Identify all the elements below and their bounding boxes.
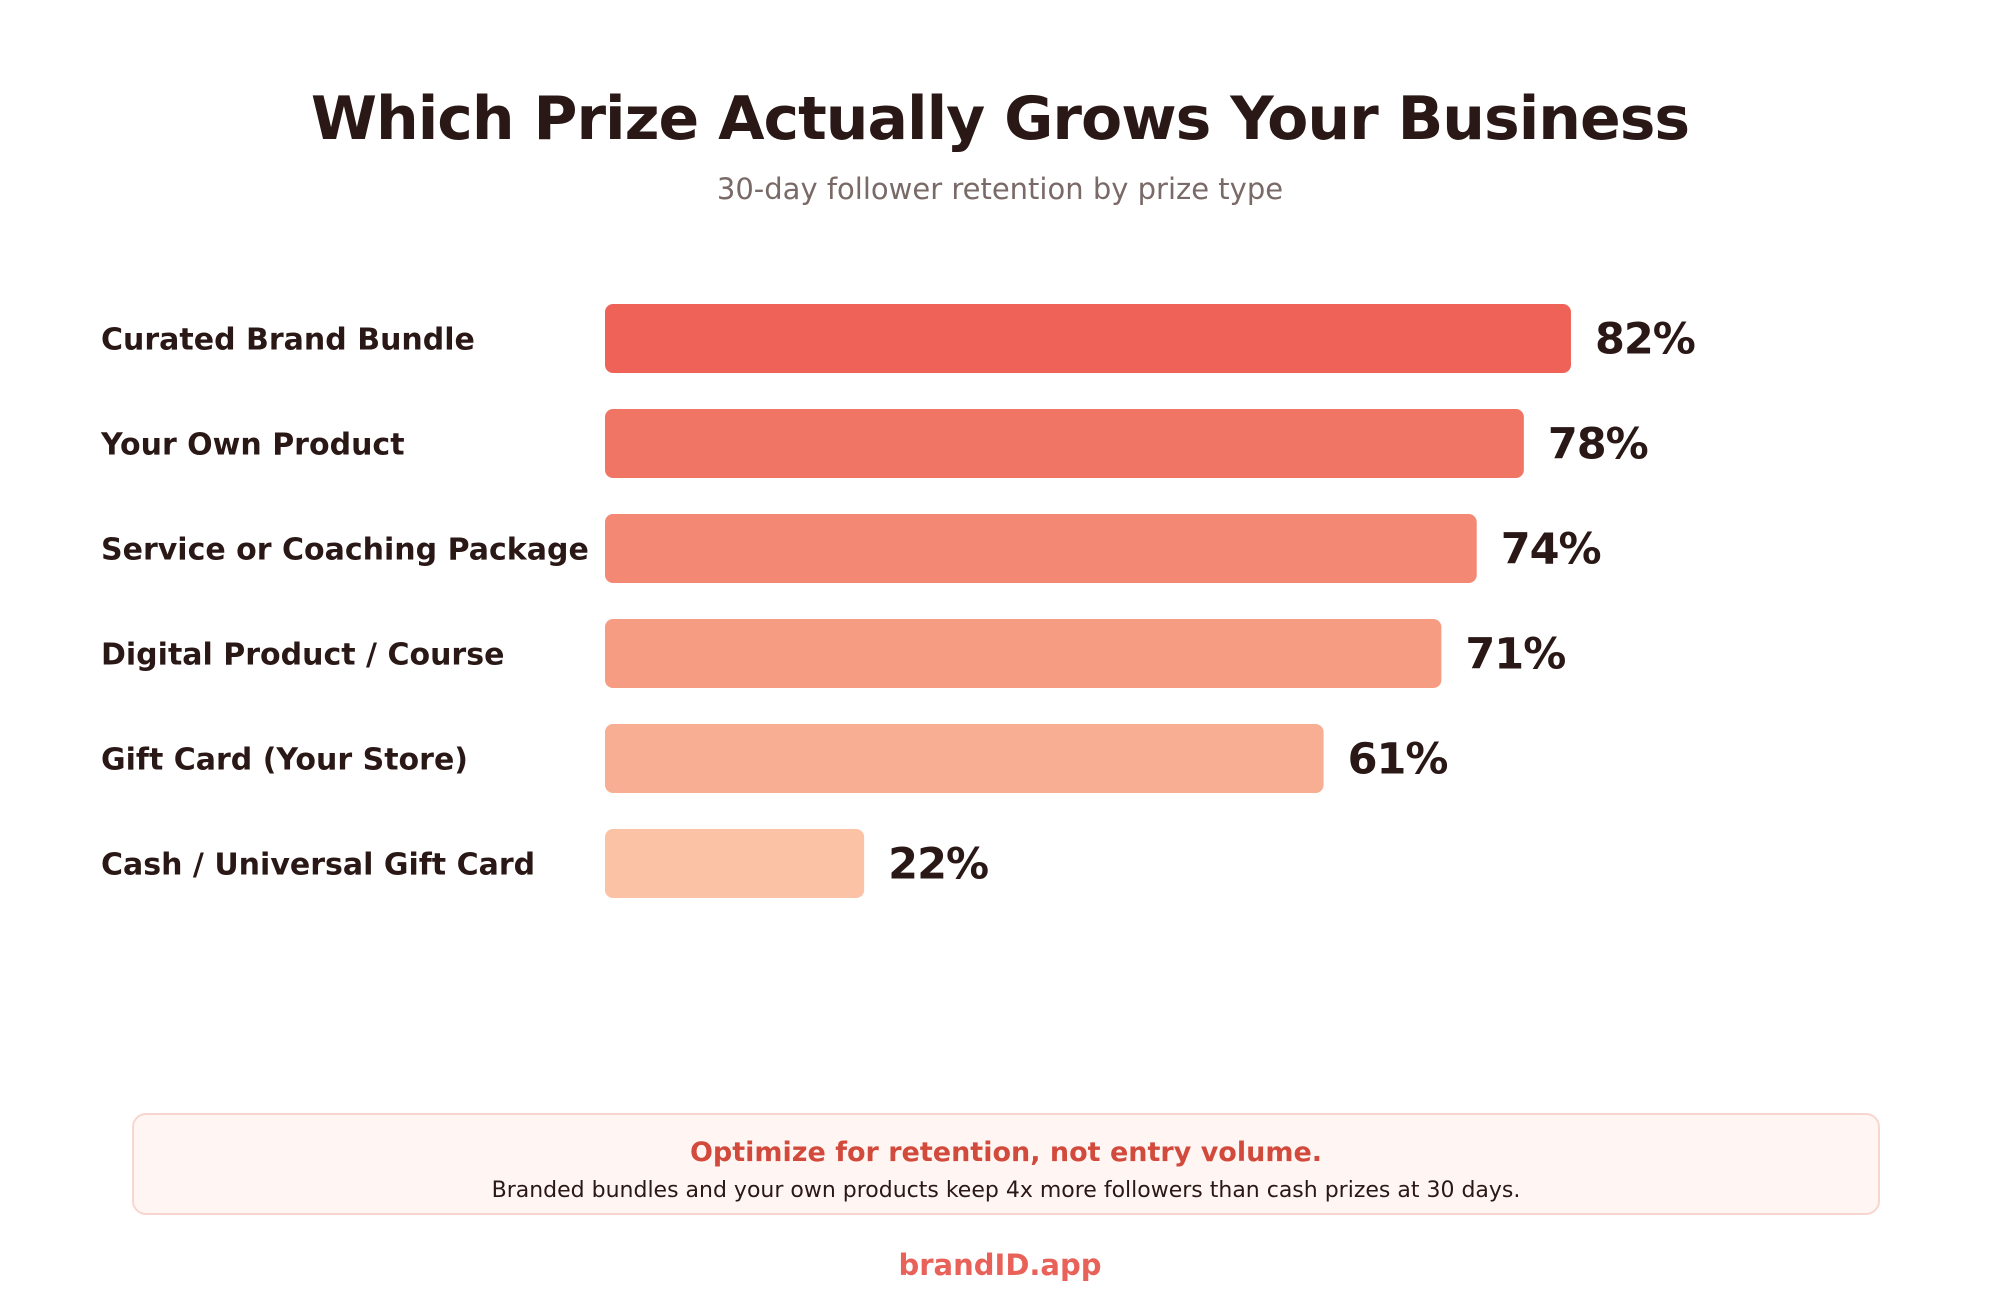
callout-headline: Optimize for retention, not entry volume… xyxy=(689,1137,1323,1168)
value-label: 61% xyxy=(1348,735,1448,785)
bar xyxy=(605,619,1442,688)
chart-subtitle: 30-day follower retention by prize type xyxy=(716,172,1284,206)
category-label: Cash / Universal Gift Card xyxy=(101,848,535,883)
bar xyxy=(605,829,865,898)
category-label: Digital Product / Course xyxy=(101,638,504,673)
chart-title: Which Prize Actually Grows Your Business xyxy=(310,84,1690,154)
value-label: 78% xyxy=(1548,420,1648,470)
value-label: 22% xyxy=(888,840,988,890)
category-label: Gift Card (Your Store) xyxy=(101,743,468,778)
value-label: 71% xyxy=(1465,630,1565,680)
bar xyxy=(605,724,1324,793)
category-label: Your Own Product xyxy=(100,428,405,463)
retention-callout: Optimize for retention, not entry volume… xyxy=(132,1113,1880,1215)
category-label: Service or Coaching Package xyxy=(101,533,589,568)
brand-footer-link[interactable]: brandID.app xyxy=(898,1248,1102,1282)
value-label: 82% xyxy=(1595,315,1695,365)
bar xyxy=(605,304,1571,373)
bar xyxy=(605,409,1524,478)
callout-body: Branded bundles and your own products ke… xyxy=(491,1178,1521,1203)
value-label: 74% xyxy=(1501,525,1601,575)
category-label: Curated Brand Bundle xyxy=(101,323,475,358)
bar-chart: Curated Brand Bundle 82% Your Own Product 7… xyxy=(100,304,1696,898)
bar xyxy=(605,514,1477,583)
